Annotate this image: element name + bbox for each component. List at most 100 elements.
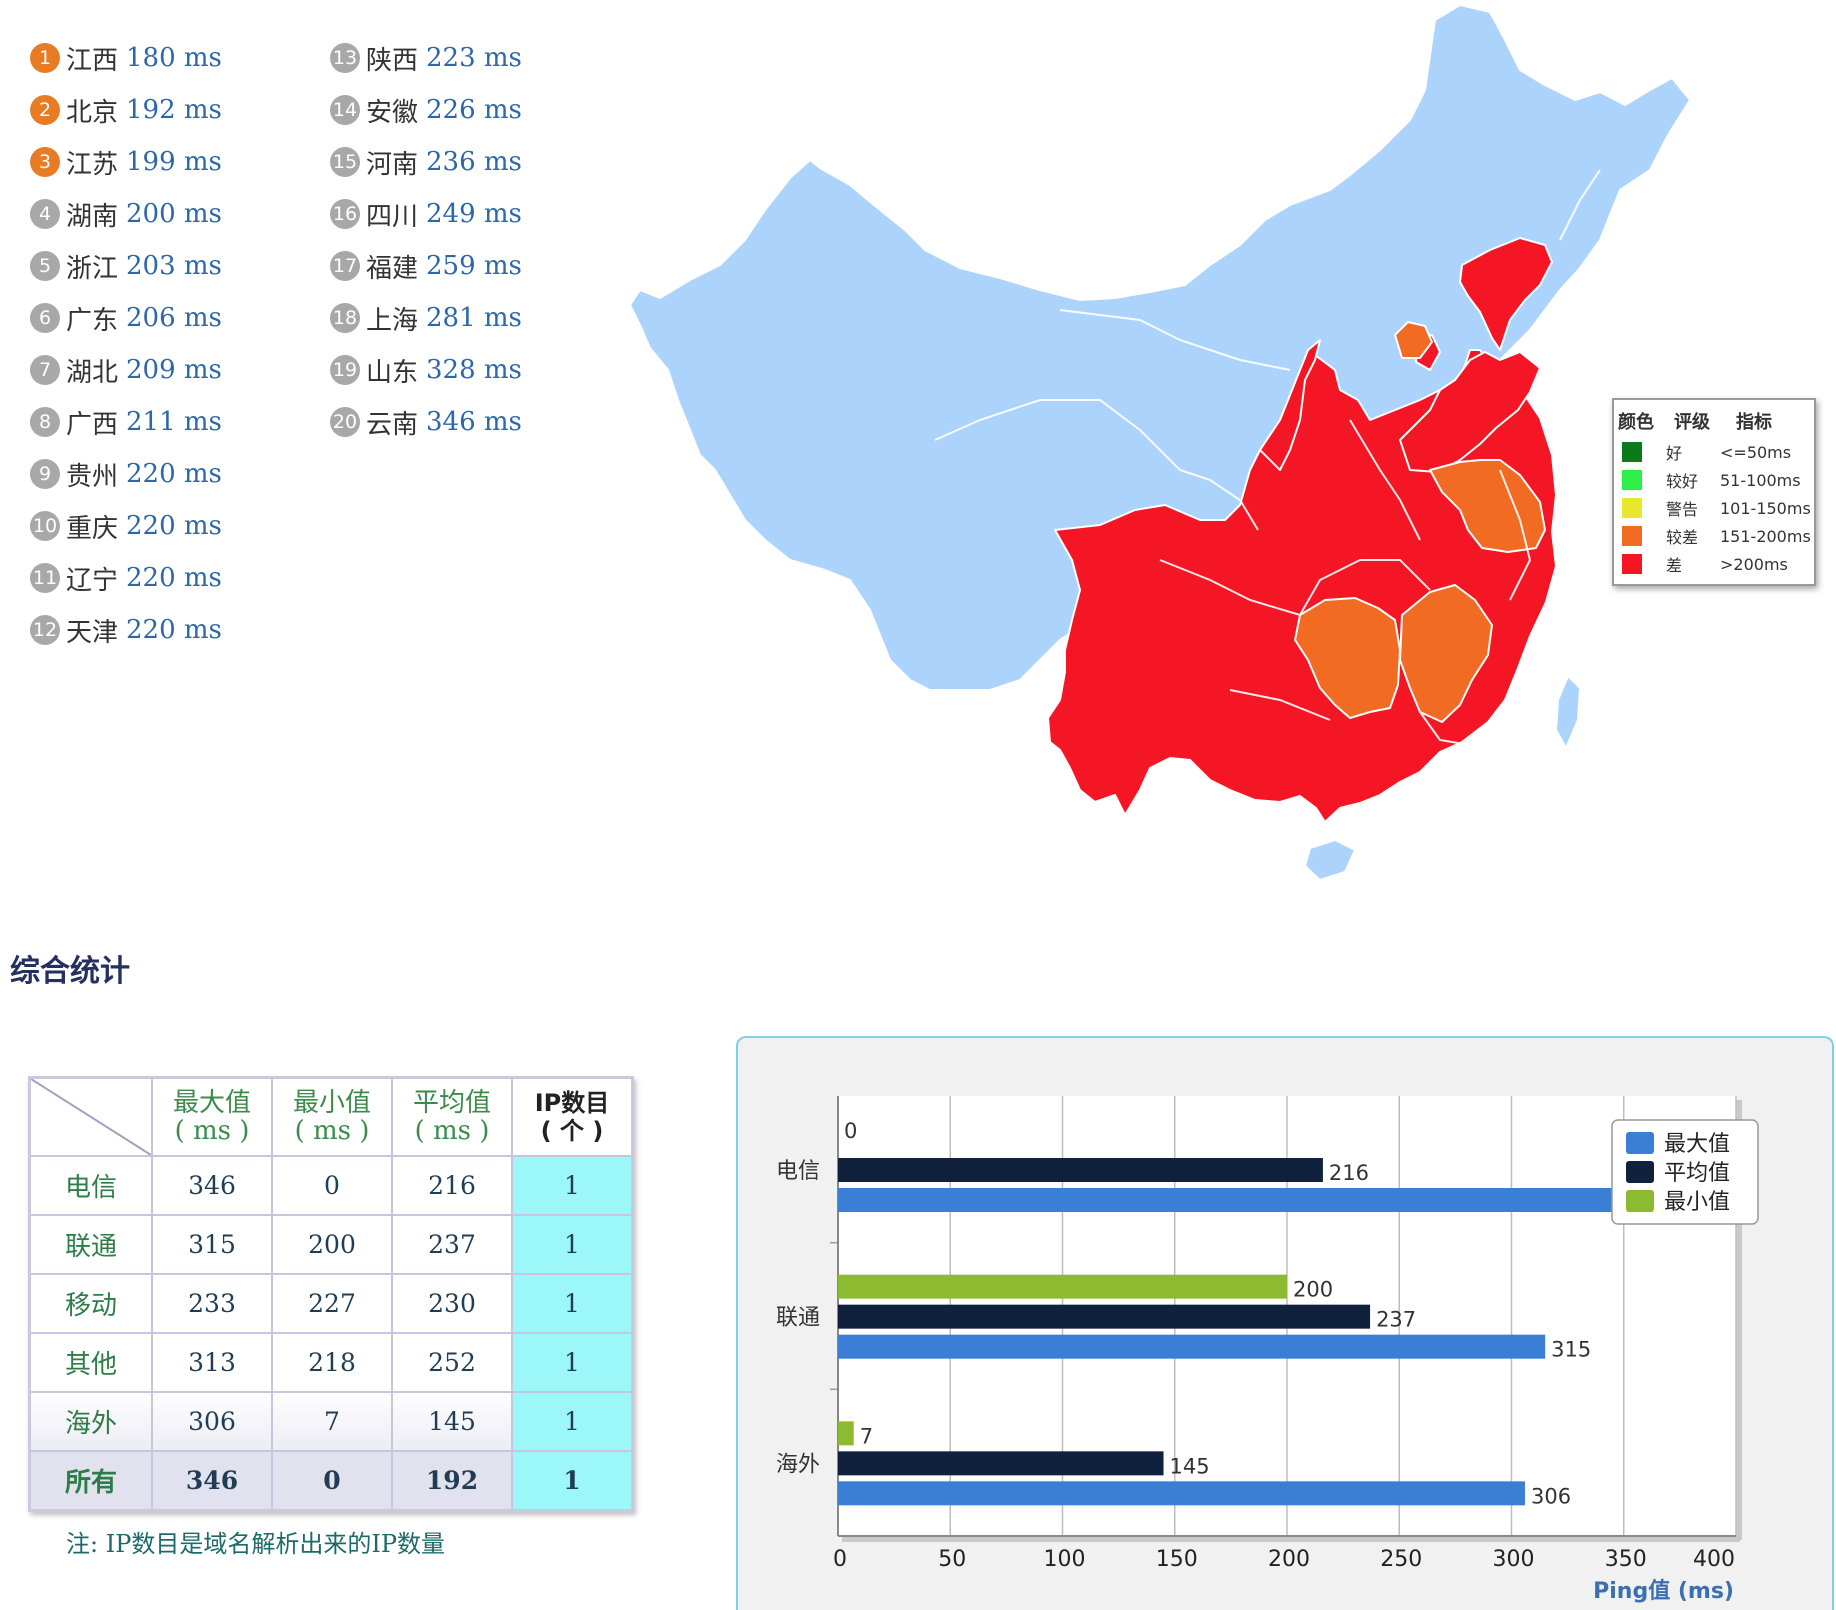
legend-grade: 较好	[1666, 472, 1699, 491]
cell-min: 200	[271, 1214, 393, 1275]
rank-province: 安徽	[366, 97, 419, 128]
cell-label: 移动	[28, 1273, 153, 1334]
map-region-no-data	[629, 4, 1691, 691]
legend-swatch	[1622, 442, 1642, 462]
rank-badge: 20	[330, 407, 360, 437]
ranking-item: 18 上海 281 ms	[330, 292, 522, 344]
rank-badge: 15	[330, 147, 360, 177]
header-max: 最大值( ms )	[151, 1076, 273, 1157]
bar	[838, 1421, 854, 1446]
ranking-item: 19 山东 328 ms	[330, 344, 522, 396]
cell-label: 联通	[28, 1214, 153, 1275]
chart-legend-label: 最大值	[1664, 1132, 1730, 1157]
ranking-item: 11 辽宁 220 ms	[30, 552, 222, 604]
rank-province: 贵州	[66, 461, 119, 492]
ranking-item: 1 江西 180 ms	[30, 32, 222, 84]
rank-badge: 16	[330, 199, 360, 229]
plot-shadow-right	[1736, 1100, 1742, 1540]
cell-avg: 216	[391, 1155, 513, 1216]
rank-badge: 5	[30, 251, 60, 281]
bar	[838, 1274, 1287, 1299]
legend-swatch	[1622, 498, 1642, 518]
rank-badge: 19	[330, 355, 360, 385]
rank-province: 四川	[366, 201, 419, 232]
rank-latency: 226 ms	[426, 95, 522, 125]
cell-label: 其他	[28, 1332, 153, 1393]
x-tick-label: 250	[1380, 1547, 1422, 1572]
chart-legend-swatch	[1626, 1190, 1654, 1212]
data-label: 7	[860, 1424, 873, 1448]
rank-latency: 220 ms	[126, 459, 222, 489]
legend-swatch	[1622, 554, 1642, 574]
ranking-item: 4 湖南 200 ms	[30, 188, 222, 240]
cell-label: 电信	[28, 1155, 153, 1216]
rank-badge: 1	[30, 43, 60, 73]
x-tick-label: 0	[833, 1547, 847, 1572]
rank-badge: 3	[30, 147, 60, 177]
cell-avg: 237	[391, 1214, 513, 1275]
map-region-red-shaanxi	[1259, 339, 1321, 471]
rank-province: 江苏	[66, 149, 119, 180]
cell-min: 7	[271, 1391, 393, 1452]
header-ip-count: IP数目( 个 )	[511, 1076, 634, 1157]
cell-label: 所有	[28, 1450, 153, 1512]
rank-province: 河南	[366, 149, 419, 180]
plot-shadow-bottom	[842, 1536, 1740, 1542]
legend-swatch	[1622, 470, 1642, 490]
ranking-item: 3 江苏 199 ms	[30, 136, 222, 188]
bar	[838, 1158, 1323, 1182]
cell-max: 315	[151, 1214, 273, 1275]
rank-province: 陕西	[366, 45, 419, 76]
x-tick-label: 350	[1605, 1547, 1647, 1572]
rank-province: 湖南	[66, 201, 119, 232]
category-label: 海外	[776, 1452, 820, 1477]
table-row: 海外 306 7 145 1	[28, 1391, 634, 1452]
cell-ip: 1	[511, 1391, 634, 1452]
ranking-item: 14 安徽 226 ms	[330, 84, 522, 136]
legend-grade: 较差	[1666, 528, 1699, 547]
rank-badge: 2	[30, 95, 60, 125]
rank-latency: 249 ms	[426, 199, 522, 229]
chart-legend-label: 平均值	[1664, 1161, 1730, 1186]
rank-latency: 220 ms	[126, 511, 222, 541]
rank-latency: 223 ms	[426, 43, 522, 73]
ping-bar-chart: 050100150200250300350400电信0216346联通20023…	[776, 1096, 1759, 1604]
rank-latency: 236 ms	[426, 147, 522, 177]
cell-ip: 1	[511, 1214, 634, 1275]
rank-badge: 17	[330, 251, 360, 281]
rank-latency: 211 ms	[126, 407, 222, 437]
rank-badge: 10	[30, 511, 60, 541]
rank-latency: 328 ms	[426, 355, 522, 385]
rank-latency: 206 ms	[126, 303, 222, 333]
rank-province: 北京	[66, 97, 119, 128]
ranking-item: 6 广东 206 ms	[30, 292, 222, 344]
rank-latency: 220 ms	[126, 615, 222, 645]
rank-badge: 14	[330, 95, 360, 125]
table-row: 其他 313 218 252 1	[28, 1332, 634, 1393]
x-tick-label: 200	[1268, 1547, 1310, 1572]
rank-province: 山东	[366, 357, 419, 388]
chart-legend-swatch	[1626, 1132, 1654, 1154]
rank-province: 云南	[366, 409, 419, 440]
cell-ip: 1	[511, 1332, 634, 1393]
ranking-item: 20 云南 346 ms	[330, 396, 522, 448]
cell-ip: 1	[511, 1155, 634, 1216]
legend-range: 51-100ms	[1720, 470, 1801, 490]
data-label: 200	[1293, 1278, 1333, 1302]
ranking-item: 12 天津 220 ms	[30, 604, 222, 656]
section-title: 综合统计	[10, 954, 130, 989]
rank-latency: 203 ms	[126, 251, 222, 281]
table-row: 所有 346 0 192 1	[28, 1450, 634, 1512]
rank-province: 福建	[366, 253, 419, 284]
cell-max: 346	[151, 1155, 273, 1216]
table-row: 联通 315 200 237 1	[28, 1214, 634, 1275]
rank-latency: 192 ms	[126, 95, 222, 125]
bar	[838, 1334, 1546, 1359]
map-legend-row: 较好 51-100ms	[1614, 466, 1814, 494]
china-latency-map	[629, 4, 1691, 881]
category-label: 电信	[776, 1159, 820, 1184]
cell-avg: 230	[391, 1273, 513, 1334]
rank-latency: 180 ms	[126, 43, 222, 73]
x-tick-label: 50	[938, 1547, 966, 1572]
